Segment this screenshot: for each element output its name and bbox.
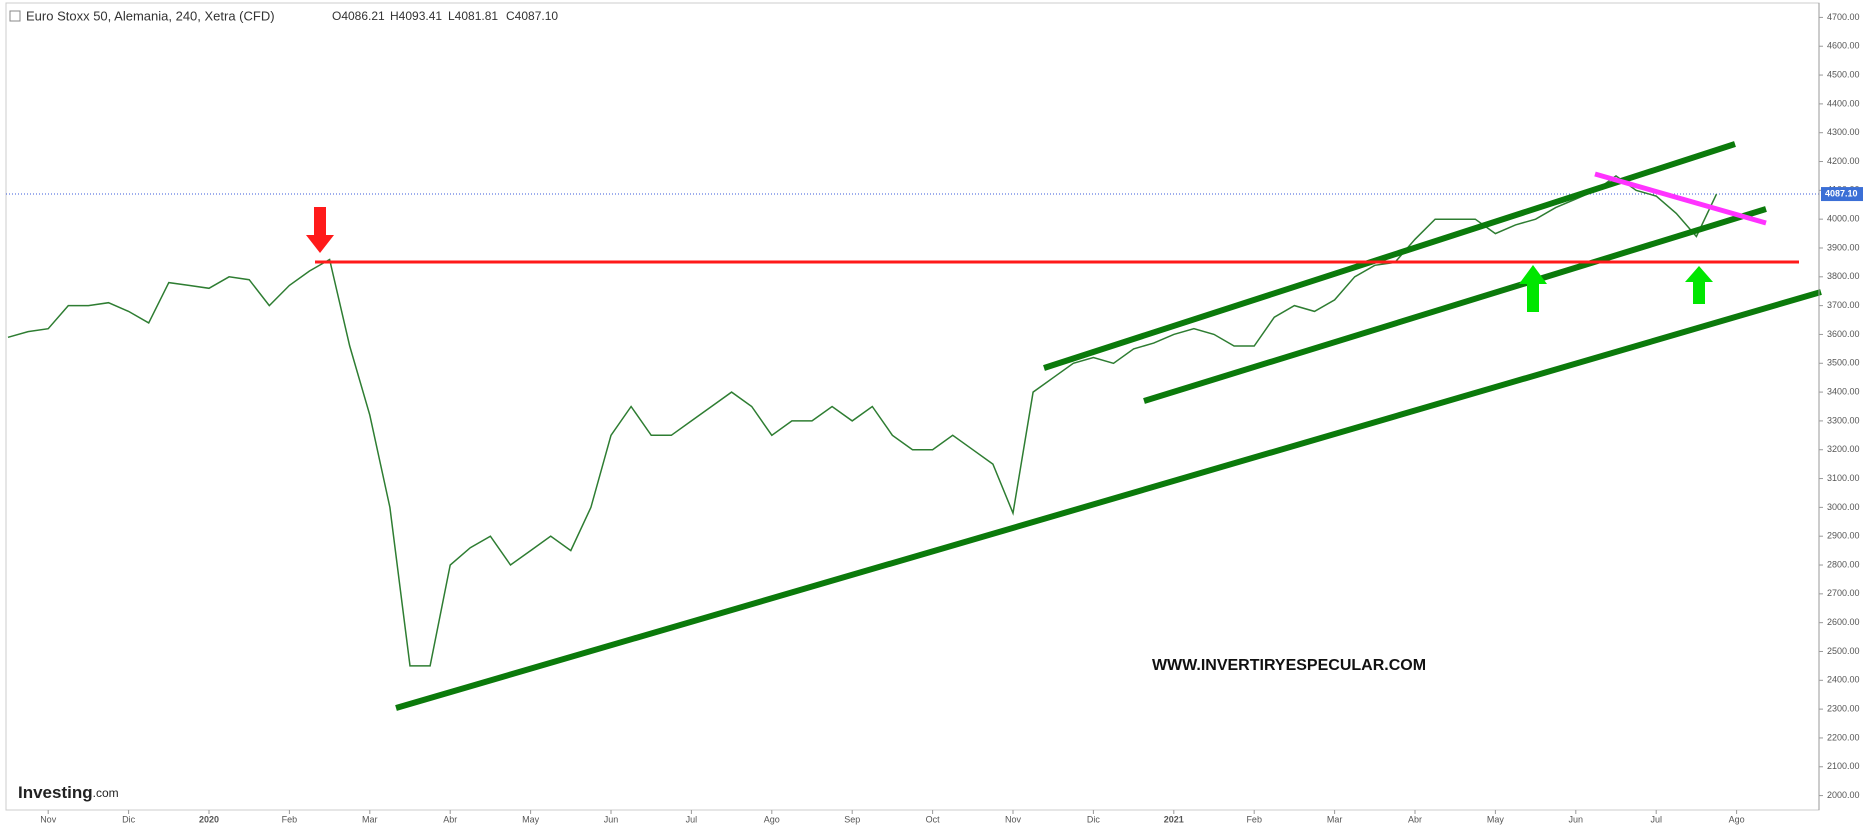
y-tick-label: 3100.00 bbox=[1827, 473, 1860, 483]
ohlc-close: C4087.10 bbox=[506, 9, 558, 23]
last-price-label: 4087.10 bbox=[1825, 188, 1858, 198]
brand: Investing.com bbox=[18, 783, 119, 802]
y-tick-label: 3800.00 bbox=[1827, 271, 1860, 281]
y-tick-label: 2600.00 bbox=[1827, 617, 1860, 627]
y-tick-label: 4000.00 bbox=[1827, 214, 1860, 224]
y-tick-label: 3400.00 bbox=[1827, 386, 1860, 396]
x-tick-label: Feb bbox=[1246, 814, 1262, 824]
x-tick-label: Jul bbox=[686, 814, 698, 824]
y-tick-label: 2900.00 bbox=[1827, 531, 1860, 541]
x-tick-label: May bbox=[1487, 814, 1505, 824]
x-tick-label: Dic bbox=[1087, 814, 1100, 824]
y-tick-label: 2300.00 bbox=[1827, 704, 1860, 714]
brand-suffix: .com bbox=[93, 786, 119, 800]
y-tick-label: 4600.00 bbox=[1827, 41, 1860, 51]
y-tick-label: 4400.00 bbox=[1827, 98, 1860, 108]
x-tick-label: Nov bbox=[1005, 814, 1022, 824]
x-tick-label: Nov bbox=[40, 814, 57, 824]
x-tick-label: Abr bbox=[1408, 814, 1422, 824]
y-tick-label: 2100.00 bbox=[1827, 761, 1860, 771]
trendline bbox=[395, 289, 1822, 711]
x-tick-label: Jun bbox=[604, 814, 619, 824]
y-tick-label: 4500.00 bbox=[1827, 69, 1860, 79]
ohlc-open: O4086.21 bbox=[332, 9, 385, 23]
x-tick-label: Oct bbox=[926, 814, 941, 824]
x-tick-label: Mar bbox=[1327, 814, 1343, 824]
x-tick-label: Jun bbox=[1569, 814, 1584, 824]
brand-name: Investing bbox=[18, 783, 93, 802]
arrow-down bbox=[306, 207, 334, 253]
y-tick-label: 2400.00 bbox=[1827, 675, 1860, 685]
x-tick-label: Ago bbox=[764, 814, 780, 824]
arrow-up bbox=[1519, 265, 1547, 312]
x-tick-label: Feb bbox=[282, 814, 298, 824]
y-tick-label: 3300.00 bbox=[1827, 415, 1860, 425]
y-tick-label: 3500.00 bbox=[1827, 358, 1860, 368]
ohlc-high: H4093.41 bbox=[390, 9, 442, 23]
y-tick-label: 2800.00 bbox=[1827, 559, 1860, 569]
y-tick-label: 2200.00 bbox=[1827, 732, 1860, 742]
y-tick-label: 4200.00 bbox=[1827, 156, 1860, 166]
x-tick-label: May bbox=[522, 814, 540, 824]
trendline bbox=[1594, 171, 1767, 226]
y-tick-label: 2500.00 bbox=[1827, 646, 1860, 656]
drawings bbox=[306, 141, 1822, 711]
y-tick-label: 3700.00 bbox=[1827, 300, 1860, 310]
y-tick-label: 4700.00 bbox=[1827, 12, 1860, 22]
x-tick-label: Jul bbox=[1650, 814, 1662, 824]
y-tick-label: 3900.00 bbox=[1827, 242, 1860, 252]
y-tick-label: 3200.00 bbox=[1827, 444, 1860, 454]
ohlc-low: L4081.81 bbox=[448, 9, 498, 23]
y-tick-label: 2000.00 bbox=[1827, 790, 1860, 800]
x-tick-label: 2021 bbox=[1164, 814, 1184, 824]
y-tick-label: 2700.00 bbox=[1827, 588, 1860, 598]
collapse-icon[interactable] bbox=[9, 10, 21, 22]
chart-title: Euro Stoxx 50, Alemania, 240, Xetra (CFD… bbox=[26, 8, 275, 23]
x-tick-label: Mar bbox=[362, 814, 378, 824]
last-price-box bbox=[1821, 187, 1863, 202]
watermark: WWW.INVERTIRYESPECULAR.COM bbox=[1152, 657, 1426, 674]
x-tick-label: 2020 bbox=[199, 814, 219, 824]
arrow-up bbox=[1685, 266, 1713, 304]
x-tick-label: Sep bbox=[844, 814, 860, 824]
y-tick-label: 4300.00 bbox=[1827, 127, 1860, 137]
trendline bbox=[1143, 206, 1767, 404]
x-tick-label: Ago bbox=[1729, 814, 1745, 824]
y-tick-label: 3000.00 bbox=[1827, 502, 1860, 512]
x-tick-label: Abr bbox=[443, 814, 457, 824]
x-tick-label: Dic bbox=[122, 814, 135, 824]
y-tick-label: 3600.00 bbox=[1827, 329, 1860, 339]
price-line bbox=[7, 174, 1718, 667]
